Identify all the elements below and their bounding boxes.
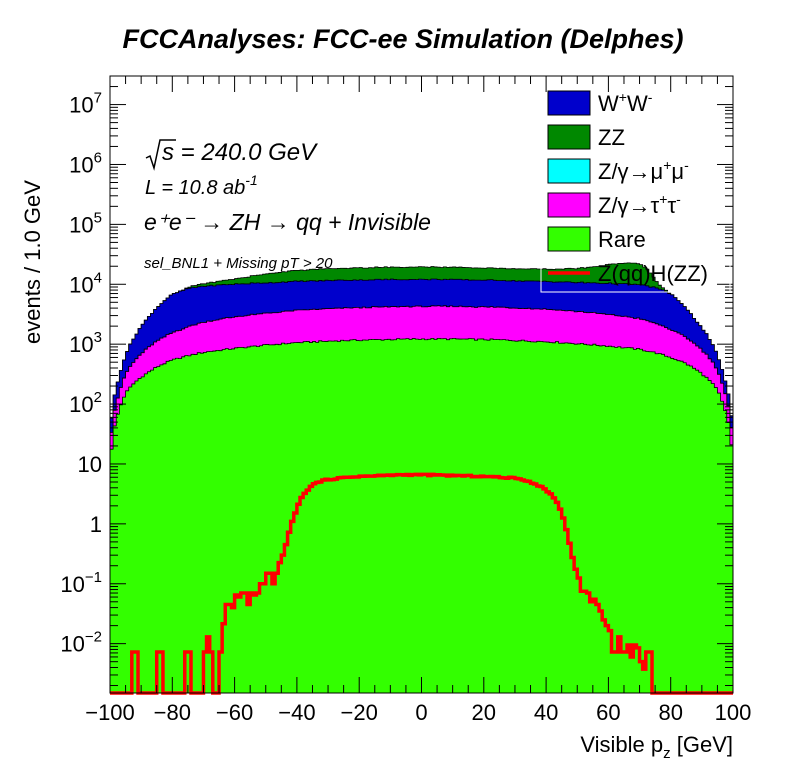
legend-entry: Z/γ→μ+μ- xyxy=(547,157,689,184)
legend-swatch xyxy=(547,192,591,218)
x-axis-title-unit: [GeV] xyxy=(671,732,733,757)
sqrt-s-text: s = 240.0 GeV xyxy=(162,139,318,166)
x-tick-label: −80 xyxy=(154,700,191,725)
x-tick-label: −100 xyxy=(85,700,135,725)
sqrt-symbol xyxy=(145,139,176,171)
y-tick-label: 102 xyxy=(69,389,102,417)
legend-label: ZZ xyxy=(598,125,625,150)
stack-rare-area xyxy=(109,337,734,694)
legend-label: Rare xyxy=(598,227,646,252)
legend-swatch xyxy=(547,226,591,252)
x-tick-label: −40 xyxy=(278,700,315,725)
x-tick-label: 20 xyxy=(472,700,496,725)
plot-area xyxy=(109,262,734,695)
legend-label: W+W- xyxy=(598,89,653,116)
legend-highlight-box xyxy=(540,261,731,293)
chart-title: FCCAnalyses: FCC-ee Simulation (Delphes) xyxy=(122,24,683,54)
x-tick-label: 40 xyxy=(534,700,558,725)
annotations: FCCAnalyses: FCC-ee Simulation (Delphes)… xyxy=(20,24,733,762)
y-axis-title: events / 1.0 GeV xyxy=(20,180,45,344)
lumi-text: L = 10.8 ab xyxy=(145,177,245,199)
lumi-label: L = 10.8 ab-1 xyxy=(145,172,258,199)
legend-entry: W+W- xyxy=(547,89,653,116)
axes: −100 −80 −60 −40 −20 0 20 40 60 80 100 10−2 10−1 1 10 1… xyxy=(60,75,752,725)
legend-label: Z(qq)H(ZZ) xyxy=(598,261,708,286)
y-tick-label: 1 xyxy=(90,512,102,537)
x-tick-label: 80 xyxy=(658,700,682,725)
signal-signal-line xyxy=(110,472,733,695)
sqrt-s-label: s = 240.0 GeV xyxy=(145,139,318,171)
legend-entry: Rare xyxy=(547,226,646,252)
x-tick-label: 100 xyxy=(715,700,752,725)
y-tick-label: 104 xyxy=(69,269,102,297)
y-tick-label: 10−2 xyxy=(60,629,102,657)
legend-entry: ZZ xyxy=(547,124,625,150)
y-tick-label: 10 xyxy=(78,452,102,477)
x-tick-label: −60 xyxy=(216,700,253,725)
legend-entry: Z(qq)H(ZZ) xyxy=(548,261,708,286)
y-tick-label: 10−1 xyxy=(60,569,102,597)
legend-label: Z/γ→τ+τ- xyxy=(598,191,681,218)
legend-swatch xyxy=(547,90,591,116)
y-tick-label: 103 xyxy=(69,329,102,357)
process-label: e⁺e⁻ → ZH → qq + Invisible xyxy=(144,209,431,235)
x-axis-title-main: Visible p xyxy=(580,732,663,757)
legend-entry: Z/γ→τ+τ- xyxy=(547,191,681,218)
legend-swatch xyxy=(547,158,591,184)
lumi-exponent: -1 xyxy=(245,172,257,188)
x-axis-title: Visible pz [GeV] xyxy=(580,732,733,762)
x-axis-title-sub: z xyxy=(663,745,671,762)
x-tick-label: −20 xyxy=(341,700,378,725)
y-tick-label: 107 xyxy=(69,90,102,118)
legend-label: Z/γ→μ+μ- xyxy=(598,157,689,184)
y-tick-label: 105 xyxy=(69,209,102,237)
x-tick-label: 60 xyxy=(596,700,620,725)
y-tick-label: 106 xyxy=(69,149,102,177)
legend-swatch xyxy=(547,124,591,150)
x-tick-label: 0 xyxy=(415,700,427,725)
legend: W+W- ZZ Z/γ→μ+μ- Z/γ→τ+τ- Rare Z(qq)H(ZZ) xyxy=(540,89,731,293)
selection-label: sel_BNL1 + Missing pT > 20 xyxy=(144,255,333,272)
